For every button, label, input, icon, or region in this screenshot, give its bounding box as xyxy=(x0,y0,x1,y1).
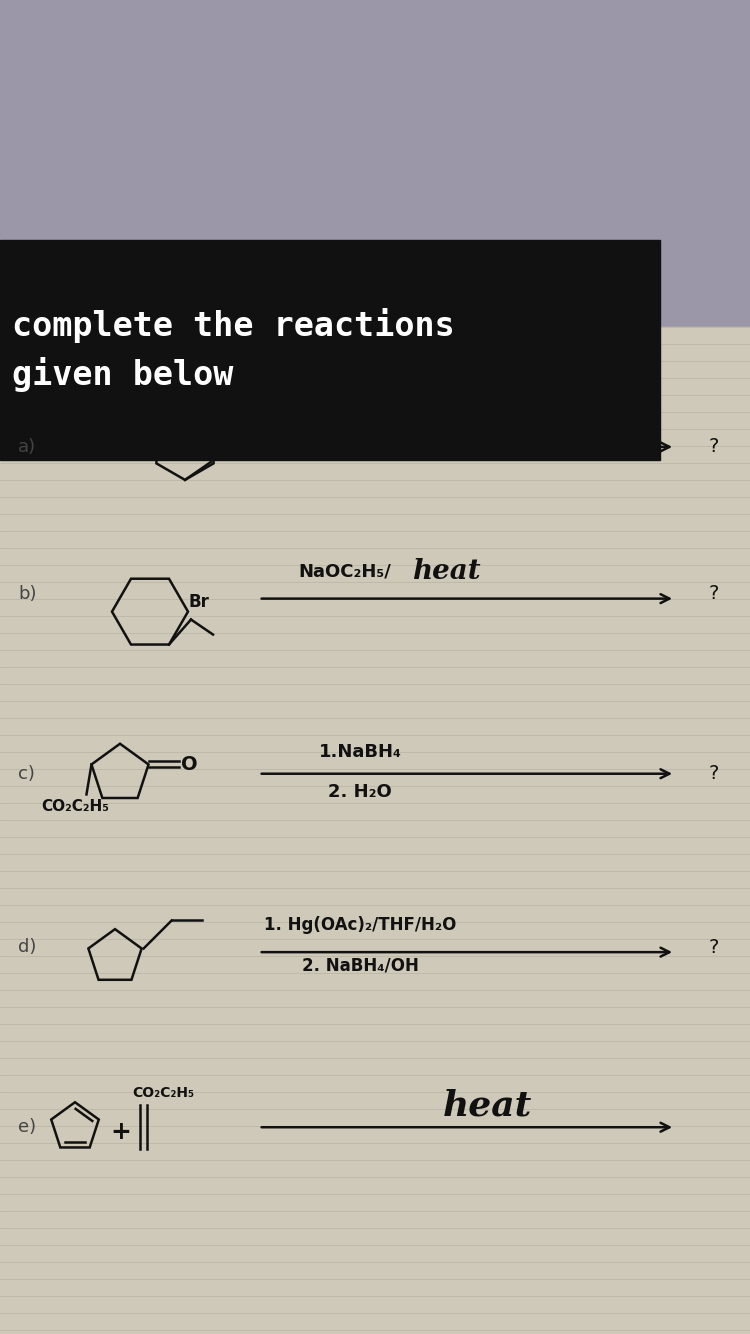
Text: ?: ? xyxy=(709,438,719,456)
Text: 1. Hg(OAc)₂/THF/H₂O: 1. Hg(OAc)₂/THF/H₂O xyxy=(264,916,456,934)
Text: HBr: HBr xyxy=(445,415,485,435)
Text: CO₂C₂H₅: CO₂C₂H₅ xyxy=(132,1086,194,1101)
Text: +: + xyxy=(110,1121,130,1145)
Text: heat: heat xyxy=(412,558,481,586)
Text: ?: ? xyxy=(709,764,719,783)
Text: d): d) xyxy=(18,938,36,956)
Text: CO₂C₂H₅: CO₂C₂H₅ xyxy=(41,799,110,814)
Text: a): a) xyxy=(18,438,36,456)
Text: ?: ? xyxy=(709,938,719,956)
Text: 1.NaBH₄: 1.NaBH₄ xyxy=(319,743,401,760)
Text: O: O xyxy=(181,755,197,774)
Text: e): e) xyxy=(18,1118,36,1137)
Bar xyxy=(0,240,660,460)
Text: heat: heat xyxy=(442,1089,532,1122)
Text: 2. H₂O: 2. H₂O xyxy=(328,783,392,800)
Text: 2. NaBH₄/OH: 2. NaBH₄/OH xyxy=(302,956,418,974)
Text: complete the reactions
given below: complete the reactions given below xyxy=(12,308,454,392)
Text: c): c) xyxy=(18,764,34,783)
Text: Br: Br xyxy=(189,592,210,611)
Text: b): b) xyxy=(18,584,37,603)
Text: CH₃: CH₃ xyxy=(213,446,241,459)
Bar xyxy=(0,327,750,1334)
Text: ?: ? xyxy=(709,584,719,603)
Text: NaOC₂H₅/: NaOC₂H₅/ xyxy=(298,563,392,580)
